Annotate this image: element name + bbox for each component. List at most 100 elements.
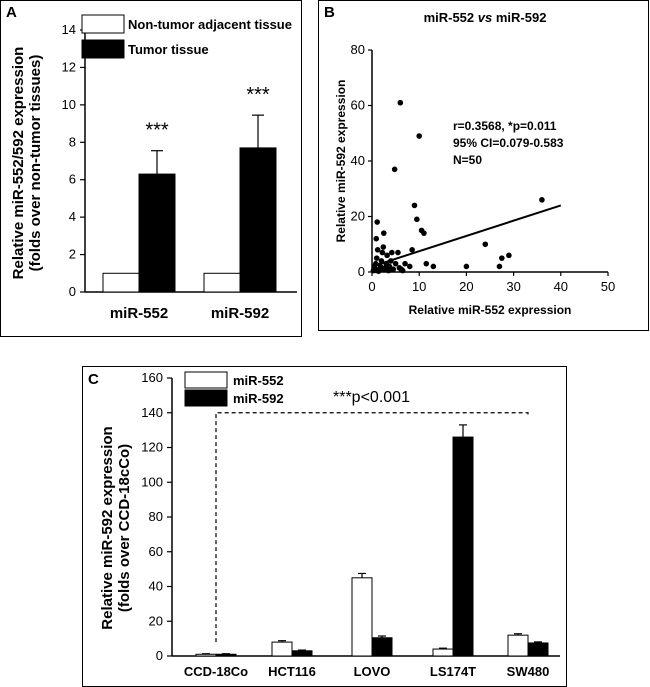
panel-a-ytick-label: 10 bbox=[62, 97, 76, 112]
panel-a-y-label: Relative miR-552/592 expression (folds o… bbox=[10, 47, 44, 280]
panel-c-y-label-line2: (folds over CCD-18cCo) bbox=[116, 444, 133, 612]
panel-b-point bbox=[411, 202, 418, 209]
panel-a-significance-stars: *** bbox=[246, 84, 270, 106]
panel-c-ytick-label: 80 bbox=[149, 509, 163, 524]
panel-c-ytick-label: 20 bbox=[149, 613, 163, 628]
panel-b-ytick-label: 20 bbox=[351, 209, 365, 224]
panel-a-ytick-label: 6 bbox=[69, 172, 76, 187]
panel-b-point bbox=[409, 247, 415, 253]
panel-b-stat-ci: 95% CI=0.079-0.583 bbox=[453, 136, 564, 150]
legend-label-mir592: miR-592 bbox=[233, 391, 284, 406]
panel-c-y-ticks: 0 20 40 60 80 100 120 140 160 bbox=[141, 370, 172, 663]
panel-a-ytick-label: 14 bbox=[62, 22, 76, 37]
panel-b-xtick-label: 30 bbox=[506, 279, 520, 294]
panel-c-significance-bracket bbox=[215, 412, 529, 643]
panel-c-bar bbox=[195, 653, 217, 657]
panel-a-frame bbox=[0, 0, 302, 337]
panel-a: A 0 2 4 6 8 10 12 14 *** *** miR-552 miR-592 Rela… bbox=[0, 0, 302, 337]
panel-c-category-label: LS174T bbox=[430, 664, 476, 679]
panel-a-bar bbox=[239, 147, 277, 293]
panel-b-trendline bbox=[371, 204, 562, 268]
panel-b-stat-r: r=0.3568, *p=0.011 bbox=[453, 119, 557, 133]
panel-c-ytick-label: 60 bbox=[149, 544, 163, 559]
panel-b-point bbox=[402, 260, 408, 267]
panel-b-ticks: 0 20 40 60 80 0 10 20 30 40 50 bbox=[351, 42, 616, 294]
panel-a-bar bbox=[203, 272, 241, 293]
legend-label-tumor: Tumor tissue bbox=[128, 42, 209, 57]
panel-c-ytick-label: 40 bbox=[149, 579, 163, 594]
panel-b-point bbox=[430, 263, 437, 270]
panel-b-point bbox=[373, 235, 380, 242]
panel-b-y-label: Relative miR-592 expression bbox=[334, 80, 348, 243]
panel-a-category-label: miR-592 bbox=[211, 305, 269, 322]
panel-a-category-label: miR-552 bbox=[110, 305, 168, 322]
panel-b-x-label: Relative miR-552 expression bbox=[409, 303, 572, 317]
panel-a-ytick-label: 0 bbox=[69, 284, 76, 299]
panel-b-ytick-label: 60 bbox=[351, 98, 365, 113]
panel-c-ytick-label: 140 bbox=[141, 405, 163, 420]
panel-b-point bbox=[416, 133, 423, 139]
panel-b-xtick-label: 10 bbox=[412, 279, 426, 294]
panel-b-point bbox=[379, 249, 386, 256]
panel-b-axes bbox=[371, 50, 608, 273]
panel-c-ytick-label: 0 bbox=[156, 648, 163, 663]
legend-swatch-non-tumor bbox=[81, 14, 125, 34]
panel-b-point bbox=[374, 247, 381, 253]
panel-b-point bbox=[506, 252, 512, 259]
panel-c-category-label: HCT116 bbox=[268, 664, 316, 679]
panel-c-legend: miR-552 miR-592 bbox=[184, 371, 284, 407]
panel-b-title: miR-552 vs miR-592 bbox=[424, 10, 547, 25]
panel-b-ytick-label: 80 bbox=[351, 42, 365, 57]
panel-a-y-label-line1: Relative miR-552/592 expression bbox=[10, 47, 27, 280]
panel-c-bar bbox=[351, 577, 373, 657]
panel-b-point bbox=[406, 263, 413, 270]
panel-b-point bbox=[390, 266, 397, 273]
panel-a-ytick-label: 4 bbox=[69, 209, 76, 224]
panel-c-y-label-line1: Relative miR-592 expression bbox=[99, 426, 116, 629]
panel-b-point bbox=[373, 255, 380, 261]
panel-b-point bbox=[396, 265, 403, 271]
panel-c-category-label: LOVO bbox=[354, 664, 391, 679]
panel-b-point bbox=[395, 249, 401, 256]
panel-a-y-label-line2: (folds over non-tumor tissues) bbox=[27, 55, 44, 272]
panel-b-point bbox=[392, 260, 399, 267]
panel-b-point bbox=[421, 230, 427, 236]
panel-b-frame bbox=[318, 0, 649, 331]
panel-b-point bbox=[391, 166, 398, 173]
panel-c-bar bbox=[527, 642, 549, 657]
panel-a-label: A bbox=[6, 4, 17, 21]
panel-c-bars bbox=[195, 424, 549, 657]
panel-b-point bbox=[374, 219, 380, 225]
legend-swatch-tumor bbox=[81, 39, 125, 59]
panel-b-stat-n: N=50 bbox=[453, 153, 482, 167]
panel-c-categories: CCD-18Co HCT116 LOVO LS174T SW480 bbox=[184, 664, 549, 679]
panel-c-ytick-label: 120 bbox=[141, 440, 163, 455]
panel-b-point bbox=[384, 252, 390, 259]
panel-b-xtick-label: 40 bbox=[554, 279, 568, 294]
panel-c-category-label: SW480 bbox=[507, 664, 550, 679]
panel-c-bar bbox=[215, 653, 237, 657]
panel-b-xtick-label: 50 bbox=[601, 279, 615, 294]
panel-b-xtick-label: 0 bbox=[368, 279, 375, 294]
legend-swatch-mir552 bbox=[184, 371, 228, 389]
panel-c-bar bbox=[452, 436, 474, 657]
panel-a-bar bbox=[138, 173, 176, 293]
panel-c-bar bbox=[432, 648, 454, 657]
panel-b-point bbox=[539, 197, 545, 203]
legend-label-mir552: miR-552 bbox=[233, 373, 284, 388]
panel-c-ytick-label: 160 bbox=[141, 370, 163, 385]
panel-b-point bbox=[482, 241, 489, 248]
panel-a-ytick-label: 8 bbox=[69, 134, 76, 149]
panel-a-legend: Non-tumor adjacent tissue Tumor tissue bbox=[81, 14, 292, 59]
panel-c-bar bbox=[271, 641, 293, 657]
panel-c-ytick-label: 100 bbox=[141, 474, 163, 489]
panel-c-category-label: CCD-18Co bbox=[184, 664, 248, 679]
panel-b-stats: r=0.3568, *p=0.011 95% CI=0.079-0.583 N=… bbox=[453, 119, 564, 167]
panel-a-ytick-label: 2 bbox=[69, 247, 76, 262]
panel-a-y-ticks: 0 2 4 6 8 10 12 14 bbox=[62, 22, 85, 299]
legend-swatch-mir592 bbox=[184, 389, 228, 407]
panel-a-ytick-label: 12 bbox=[62, 59, 76, 74]
panel-b-point bbox=[463, 263, 470, 270]
panel-a-categories: miR-552 miR-592 bbox=[110, 305, 269, 322]
